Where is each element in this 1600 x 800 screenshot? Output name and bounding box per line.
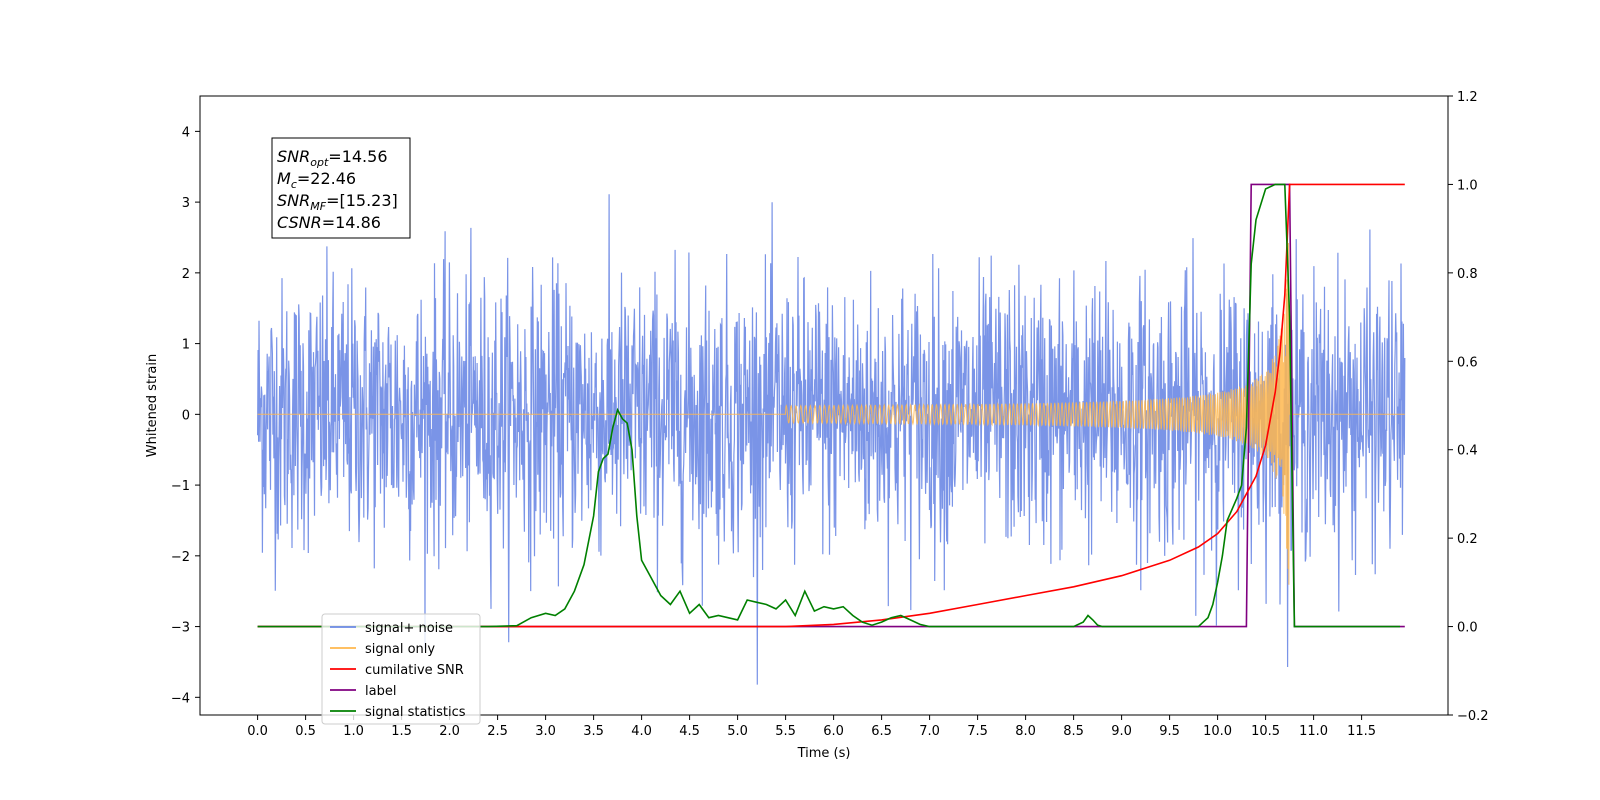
y-axis-label: Whitened strain — [145, 354, 160, 457]
x-axis-label: Time (s) — [797, 746, 851, 761]
stat-snr-opt-value: =14.56 — [328, 147, 387, 166]
x-tick-label: 8.5 — [1063, 724, 1084, 739]
x-tick-label: 7.0 — [919, 724, 940, 739]
y-tick-label: 2 — [182, 267, 190, 282]
series-signal-noise — [257, 194, 1406, 685]
stat-snr-mf-value: =[15.23] — [326, 191, 398, 210]
legend-label: cumilative SNR — [365, 663, 464, 678]
x-tick-label: 10.5 — [1251, 724, 1280, 739]
x-tick-label: 1.5 — [391, 724, 412, 739]
legend-label: label — [365, 684, 396, 699]
y2-tick-label: 0.2 — [1457, 532, 1478, 547]
y2-tick-label: 0.8 — [1457, 267, 1478, 282]
stat-mc-sub: c — [291, 178, 297, 191]
x-tick-label: 3.5 — [583, 724, 604, 739]
x-tick-label: 11.0 — [1299, 724, 1328, 739]
stat-snr-mf-name: SNR — [277, 191, 310, 210]
stat-snr-mf: SNRMF=[15.23] — [277, 191, 398, 213]
stat-snr-mf-sub: MF — [310, 200, 326, 213]
y-tick-label: −1 — [171, 479, 190, 494]
legend-label: signal+ noise — [365, 621, 453, 636]
legend-label: signal only — [365, 642, 435, 657]
x-tick-label: 11.5 — [1347, 724, 1376, 739]
x-tick-label: 1.0 — [343, 724, 364, 739]
legend-frame — [321, 613, 481, 725]
stats-box: SNRopt=14.56 Mc=22.46 SNRMF=[15.23] CSNR… — [271, 137, 411, 239]
y-tick-label: −3 — [171, 621, 190, 636]
x-axis: 0.0 0.5 1.0 1.5 2.0 2.5 3.0 3.5 4.0 4.5 5.0 5.5 6.0 6… — [247, 715, 1376, 739]
x-tick-label: 5.0 — [727, 724, 748, 739]
x-tick-label: 9.5 — [1159, 724, 1180, 739]
x-tick-label: 0.5 — [295, 724, 316, 739]
x-tick-label: 8.0 — [1015, 724, 1036, 739]
stats-box-frame — [271, 137, 411, 239]
stat-csnr-value: =14.86 — [322, 213, 381, 232]
x-tick-label: 10.0 — [1203, 724, 1232, 739]
stat-csnr: CSNR=14.86 — [277, 213, 381, 232]
y2-tick-label: 0.6 — [1457, 355, 1478, 370]
y-tick-label: −4 — [171, 691, 190, 706]
series-signal-only — [257, 242, 1405, 585]
stat-snr-opt-name: SNR — [277, 147, 310, 166]
y-tick-label: 3 — [182, 196, 190, 211]
y-tick-label: −2 — [171, 550, 190, 565]
y2-tick-label: −0.2 — [1457, 709, 1489, 724]
y2-tick-label: 1.0 — [1457, 178, 1478, 193]
legend-label: signal statistics — [365, 705, 466, 720]
stat-snr-opt-sub: opt — [310, 156, 329, 169]
series-layer — [257, 183, 1406, 685]
y2-tick-label: 0.0 — [1457, 621, 1478, 636]
stat-csnr-name: CSNR — [277, 213, 322, 232]
plot-area — [199, 95, 1449, 716]
legend: signal+ noise signal only cumilative SNR la… — [321, 613, 481, 725]
x-tick-label: 4.0 — [631, 724, 652, 739]
y-tick-label: 0 — [182, 408, 190, 423]
x-tick-label: 7.5 — [967, 724, 988, 739]
stat-snr-opt: SNRopt=14.56 — [277, 147, 388, 169]
y-axis-left: 4 3 2 1 0 −1 −2 −3 −4 — [171, 125, 200, 706]
y-tick-label: 4 — [182, 125, 190, 140]
x-tick-label: 6.5 — [871, 724, 892, 739]
series-signal-statistics — [257, 183, 1400, 628]
y2-tick-label: 1.2 — [1457, 90, 1478, 105]
y-axis-right: 1.2 1.0 0.8 0.6 0.4 0.2 0.0 −0.2 — [1448, 90, 1489, 724]
x-tick-label: 9.0 — [1111, 724, 1132, 739]
x-tick-label: 0.0 — [247, 724, 268, 739]
x-tick-label: 2.5 — [487, 724, 508, 739]
x-tick-label: 6.0 — [823, 724, 844, 739]
stat-mc-name: M — [277, 169, 291, 188]
x-tick-label: 5.5 — [775, 724, 796, 739]
y2-tick-label: 0.4 — [1457, 444, 1478, 459]
y-tick-label: 1 — [182, 338, 190, 353]
stat-mc-value: =22.46 — [297, 169, 356, 188]
x-tick-label: 4.5 — [679, 724, 700, 739]
stat-mc: Mc=22.46 — [277, 169, 356, 191]
x-tick-label: 3.0 — [535, 724, 556, 739]
x-tick-label: 2.0 — [439, 724, 460, 739]
